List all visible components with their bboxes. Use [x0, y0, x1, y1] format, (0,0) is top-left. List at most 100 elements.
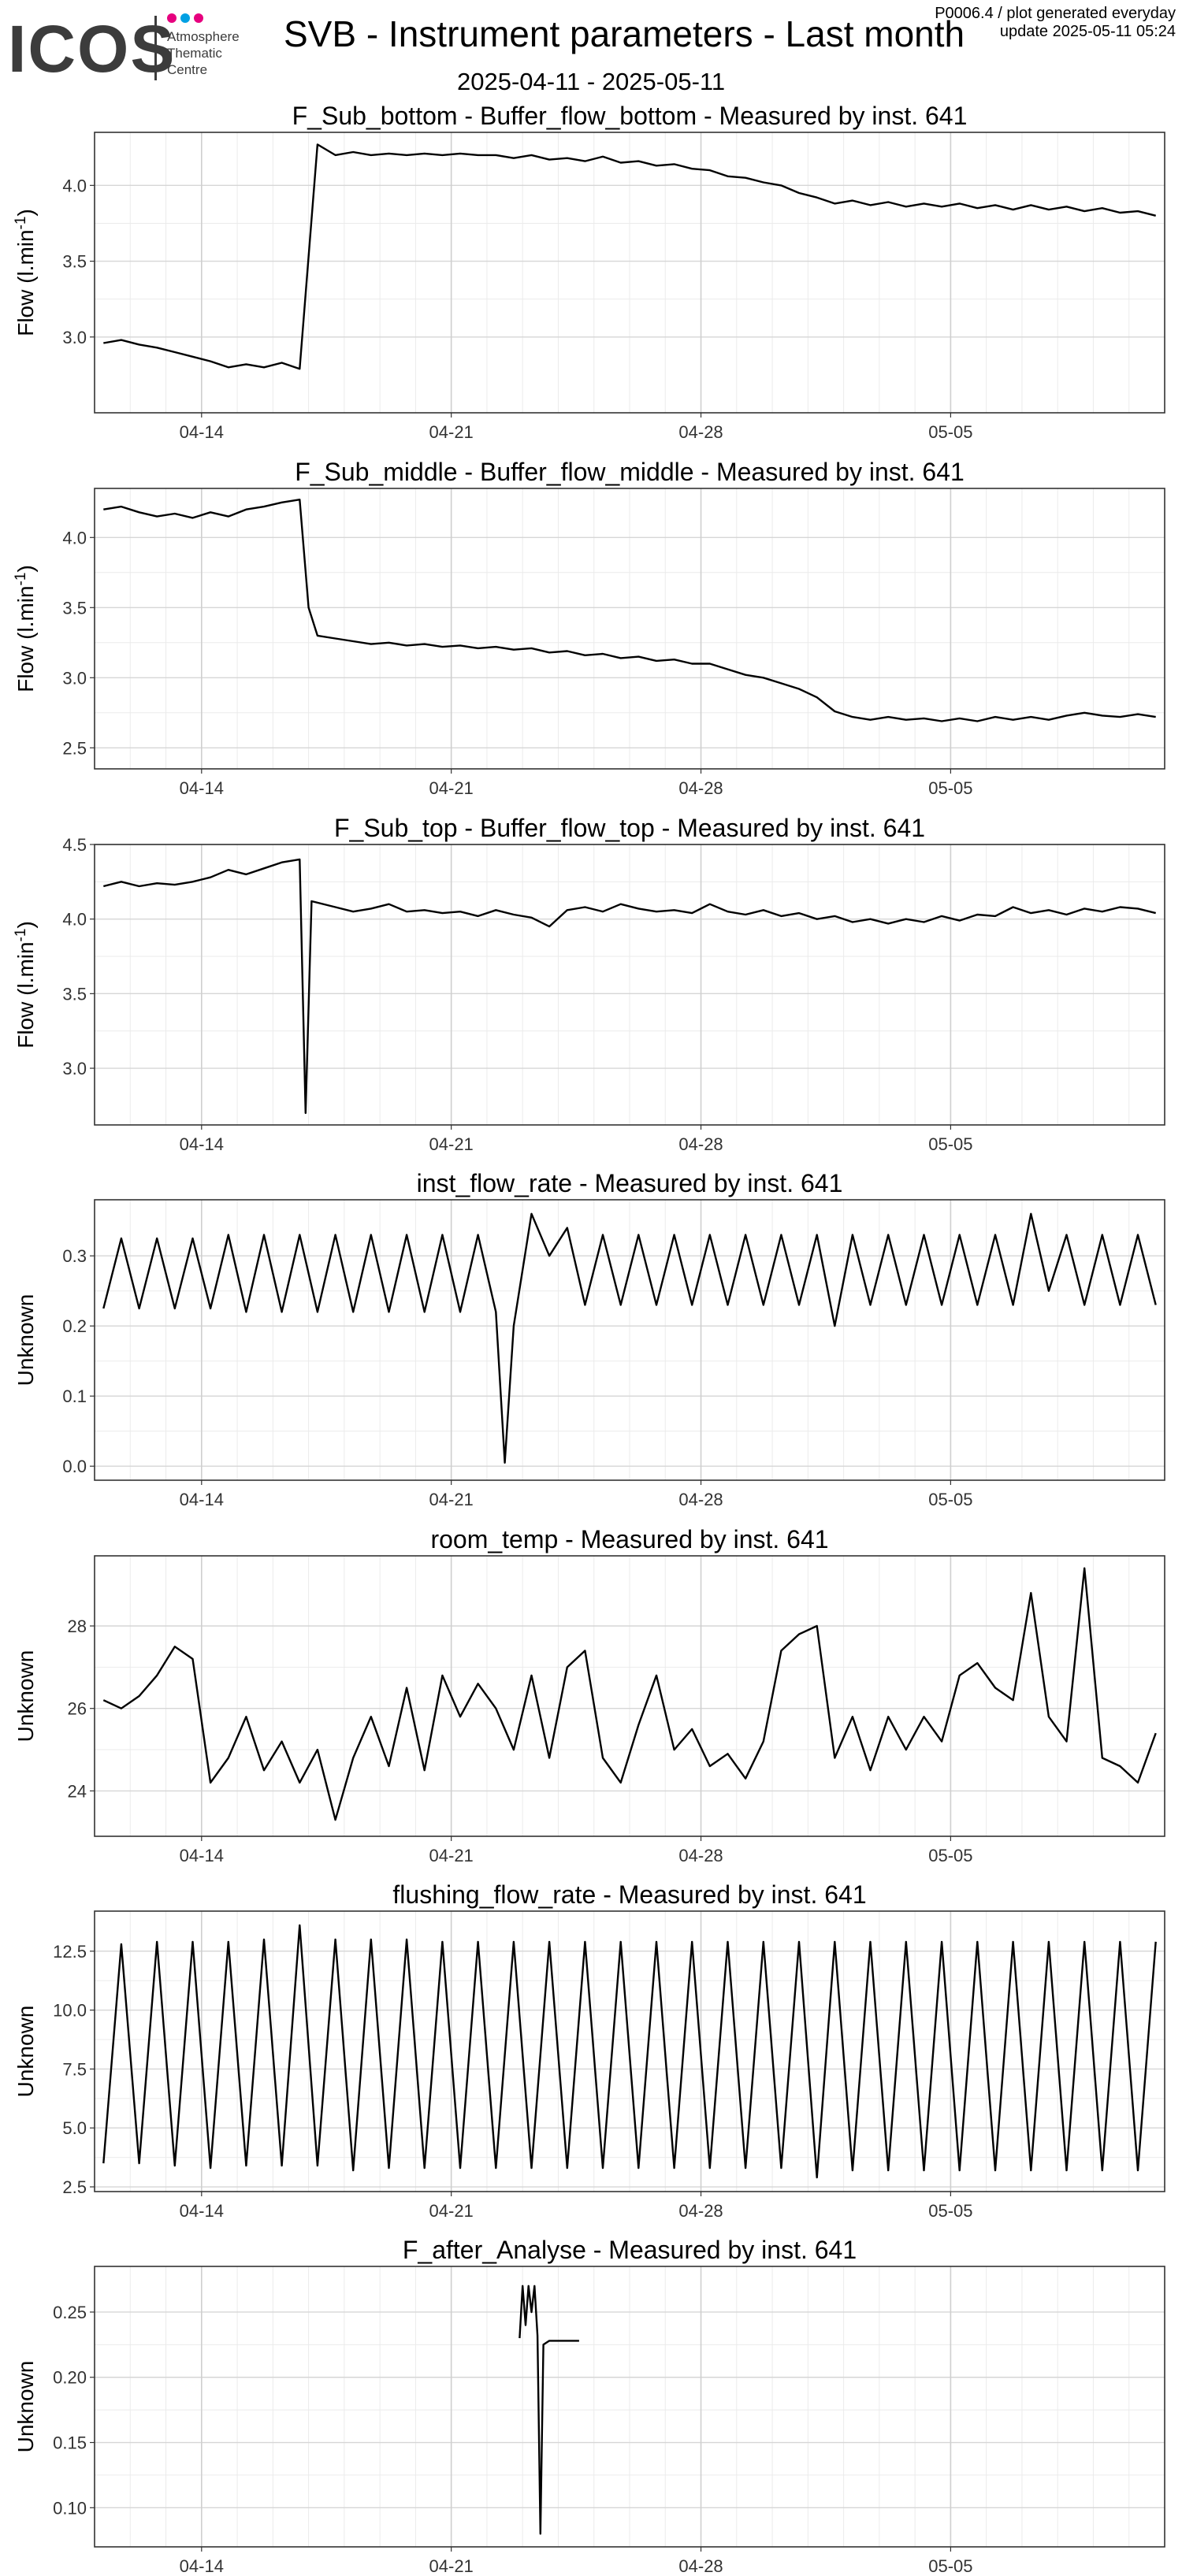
x-tick-label: 05-05: [928, 422, 972, 442]
y-tick-label: 0.20: [53, 2368, 87, 2388]
series-line: [103, 858, 1156, 1115]
y-tick-label: 3.0: [62, 1059, 87, 1078]
logo-subtitle: Atmosphere Thematic Centre: [167, 28, 240, 78]
y-axis-label: Flow (l.min-1): [13, 209, 39, 336]
y-tick-label: 3.0: [62, 668, 87, 688]
chart-title: F_Sub_bottom - Buffer_flow_bottom - Meas…: [292, 102, 968, 130]
y-tick-label: 2.5: [62, 738, 87, 758]
product-info: P0006.4 / plot generated everyday update…: [935, 5, 1176, 41]
y-axis-label: Unknown: [13, 1650, 38, 1743]
chart-panel: 2.5 5.0 7.5 10.0 12.5 04-14 04-21 04-28 05-05 flu…: [13, 1880, 1165, 2221]
y-tick-label: 5.0: [62, 2118, 87, 2138]
icos-logo: ICOS Atmosphere Thematic Centre: [6, 8, 258, 87]
y-tick-label: 0.25: [53, 2303, 87, 2322]
chart-title: flushing_flow_rate - Measured by inst. 6…: [392, 1880, 866, 1909]
y-tick-label: 0.15: [53, 2433, 87, 2453]
x-tick-label: 04-14: [180, 2556, 224, 2576]
plot-frame: [94, 2266, 1165, 2548]
x-tick-label: 04-14: [180, 2201, 224, 2221]
logo-divider: [154, 16, 157, 80]
y-tick-label: 7.5: [62, 2059, 87, 2079]
y-tick-label: 3.5: [62, 984, 87, 1004]
chart-panel: 2.5 3.0 3.5 4.0 04-14 04-21 04-28 05-05 F_Sub_mi…: [13, 458, 1165, 798]
y-tick-label: 4.0: [62, 910, 87, 930]
series-line: [103, 143, 1156, 370]
y-tick-label: 0.3: [62, 1246, 87, 1266]
x-tick-label: 04-21: [429, 2201, 474, 2221]
y-axis-label: Unknown: [13, 2006, 38, 2098]
plot-frame: [94, 1910, 1165, 2192]
x-tick-label: 05-05: [928, 1846, 972, 1865]
product-update: update 2025-05-11 05:24: [999, 23, 1176, 40]
chart-title: F_Sub_top - Buffer_flow_top - Measured b…: [334, 814, 925, 842]
logo-sub-line: Centre: [167, 62, 208, 77]
logo-sub-line: Thematic: [167, 46, 222, 61]
chart-title: room_temp - Measured by inst. 641: [430, 1525, 828, 1553]
y-tick-label: 0.0: [62, 1457, 87, 1476]
date-range: 2025-04-11 - 2025-05-11: [457, 68, 726, 95]
y-tick-label: 0.2: [62, 1316, 87, 1336]
plot-frame: [94, 1199, 1165, 1481]
y-tick-label: 10.0: [53, 2001, 87, 2021]
series-line: [102, 1924, 1157, 2179]
x-tick-label: 04-28: [678, 2556, 723, 2576]
chart-panel: 0.10 0.15 0.20 0.25 04-14 04-21 04-28 05-05 F_af…: [13, 2236, 1165, 2576]
logo-dot: [167, 13, 177, 23]
plot-frame: [94, 1555, 1165, 1837]
y-axis-label: Flow (l.min-1): [13, 921, 39, 1049]
series-line: [519, 2285, 579, 2535]
chart-title: F_after_Analyse - Measured by inst. 641: [403, 2236, 857, 2264]
x-tick-label: 04-21: [429, 1846, 474, 1865]
x-tick-label: 04-14: [180, 1134, 224, 1154]
x-tick-label: 04-21: [429, 1134, 474, 1154]
y-axis-label: Flow (l.min-1): [13, 565, 39, 692]
plot-frame: [94, 488, 1165, 770]
chart-panel: 3.0 3.5 4.0 4.5 04-14 04-21 04-28 05-05 F_Sub_to…: [13, 814, 1165, 1154]
chart-title: F_Sub_middle - Buffer_flow_middle - Meas…: [295, 458, 965, 486]
page-title: SVB - Instrument parameters - Last month: [284, 13, 965, 54]
y-tick-label: 28: [68, 1616, 87, 1636]
x-tick-label: 05-05: [928, 1490, 972, 1509]
x-tick-label: 04-14: [180, 778, 224, 798]
y-tick-label: 26: [68, 1699, 87, 1719]
x-tick-label: 04-28: [678, 1134, 723, 1154]
y-tick-label: 2.5: [62, 2177, 87, 2197]
x-tick-label: 04-14: [180, 1490, 224, 1509]
y-tick-label: 0.1: [62, 1386, 87, 1406]
y-axis-label: Unknown: [13, 1294, 38, 1386]
x-tick-label: 04-21: [429, 1490, 474, 1509]
chart-panel: 0.0 0.1 0.2 0.3 04-14 04-21 04-28 05-05 inst_flo…: [13, 1169, 1165, 1509]
logo-dot: [194, 13, 203, 23]
y-tick-label: 0.10: [53, 2498, 87, 2518]
y-tick-label: 4.0: [62, 176, 87, 195]
logo-dots-icon: [167, 13, 207, 24]
y-tick-label: 4.5: [62, 835, 87, 855]
y-tick-label: 3.5: [62, 598, 87, 618]
chart-title: inst_flow_rate - Measured by inst. 641: [417, 1169, 843, 1197]
y-tick-label: 4.0: [62, 528, 87, 547]
series-line: [103, 499, 1156, 722]
y-tick-label: 12.5: [53, 1942, 87, 1962]
series-line: [102, 1567, 1157, 1821]
x-tick-label: 05-05: [928, 778, 972, 798]
x-tick-label: 04-28: [678, 778, 723, 798]
x-tick-label: 05-05: [928, 2556, 972, 2576]
logo-sub-line: Atmosphere: [167, 29, 240, 44]
x-tick-label: 04-28: [678, 1846, 723, 1865]
x-tick-label: 04-28: [678, 2201, 723, 2221]
y-tick-label: 24: [68, 1781, 87, 1801]
logo-dot: [180, 13, 190, 23]
plot-frame: [94, 844, 1165, 1126]
x-tick-label: 05-05: [928, 1134, 972, 1154]
logo-wordmark: ICOS: [8, 12, 177, 86]
x-tick-label: 04-28: [678, 1490, 723, 1509]
x-tick-label: 04-28: [678, 422, 723, 442]
product-line: P0006.4 / plot generated everyday: [935, 5, 1176, 22]
x-tick-label: 05-05: [928, 2201, 972, 2221]
page-header: ICOS Atmosphere Thematic Centre SVB - In…: [0, 0, 1182, 102]
x-tick-label: 04-14: [180, 1846, 224, 1865]
x-tick-label: 04-21: [429, 422, 474, 442]
x-tick-label: 04-14: [180, 422, 224, 442]
chart-panel: 24 26 28 04-14 04-21 04-28 05-05 room_temp - Me…: [13, 1525, 1165, 1865]
